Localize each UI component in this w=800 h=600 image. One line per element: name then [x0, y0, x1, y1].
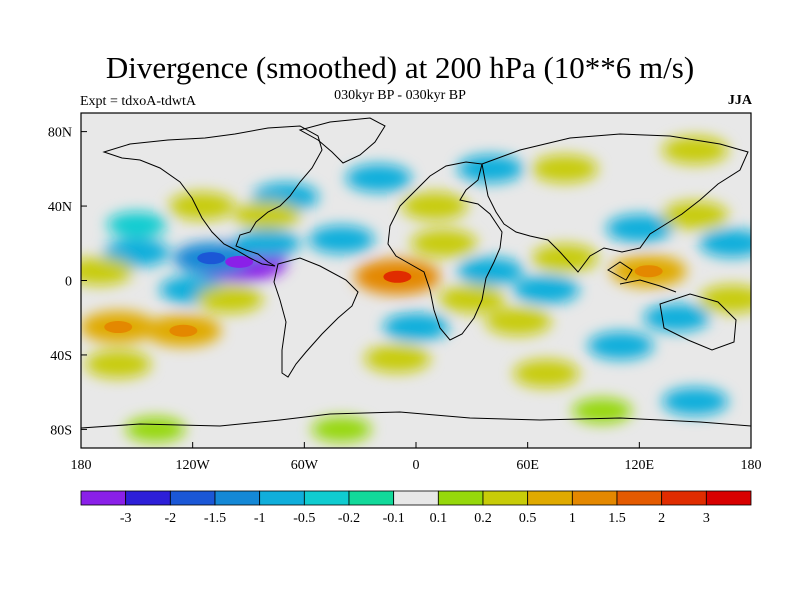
anomaly-35	[513, 359, 580, 388]
anomaly-28	[485, 307, 552, 336]
anomaly-9	[106, 211, 167, 238]
legend-swatch-12	[616, 490, 663, 506]
legend-swatch-11	[571, 490, 618, 506]
legend-swatch-8	[437, 490, 484, 506]
legend-swatch-4	[259, 490, 305, 506]
anomaly-37	[531, 154, 598, 183]
north-america-coast	[102, 125, 323, 267]
experiment-label: Expt = tdxoA-tdwtA	[80, 94, 196, 109]
anomaly-31	[662, 201, 729, 230]
legend-swatch-9	[482, 490, 529, 506]
greenland-coast	[298, 117, 386, 164]
lon-tick-label: 60E	[516, 458, 539, 473]
lon-tick-label: 0	[413, 458, 420, 473]
anomaly-core-4	[383, 270, 412, 283]
anomaly-3	[234, 229, 301, 258]
legend-swatch-7	[393, 490, 439, 506]
legend-label: -2	[164, 511, 176, 526]
legend-swatch-0	[80, 490, 127, 506]
anomaly-10	[383, 313, 449, 342]
legend-label: -3	[120, 511, 132, 526]
anomaly-22	[234, 201, 301, 230]
anomaly-7	[457, 154, 524, 183]
anomaly-14	[643, 303, 710, 332]
anomaly-33	[364, 344, 431, 373]
antarctica-coast	[81, 411, 751, 429]
legend-swatch-10	[527, 490, 573, 506]
anomaly-2	[103, 238, 170, 267]
asia-coast	[481, 133, 749, 273]
legend-label: 0.1	[430, 511, 448, 526]
legend-label: 1	[569, 511, 576, 526]
legend-label: 0.2	[474, 511, 492, 526]
anomaly-core-5	[634, 265, 663, 278]
anomaly-6	[345, 164, 412, 193]
europe-africa-coast	[387, 161, 503, 341]
color-legend: -3 -2 -1.5 -1 -0.5 -0.2 -0.1 0.1 0.2 0.5 1 1.5 2 3	[80, 490, 752, 526]
anomaly-12	[513, 275, 580, 304]
anomaly-core-2	[104, 321, 133, 334]
chart-title: Divergence (smoothed) at 200 hPa (10**6 …	[105, 50, 695, 85]
lat-tick-label: 80N	[48, 126, 72, 141]
lon-tick-label: 60W	[291, 458, 319, 473]
anomaly-20	[81, 257, 133, 286]
anomaly-4	[308, 225, 375, 254]
legend-swatch-2	[169, 490, 216, 506]
lon-tick-label: 120W	[176, 458, 211, 473]
legend-label: -0.1	[383, 511, 405, 526]
legend-label: 1.5	[608, 511, 626, 526]
australia-coast	[659, 293, 737, 351]
anomaly-16	[699, 229, 751, 258]
anomaly-17	[662, 387, 729, 416]
lat-tick-label: 80S	[50, 423, 72, 438]
legend-label: -1.5	[204, 511, 226, 526]
anomaly-32	[699, 285, 751, 314]
anomaly-38	[311, 416, 372, 443]
legend-label: 2	[658, 511, 665, 526]
season-label: JJA	[727, 93, 752, 108]
lon-tick-label: 180	[71, 458, 92, 473]
legend-swatch-6	[348, 490, 395, 506]
anomaly-15	[587, 331, 654, 360]
coastlines	[81, 117, 751, 429]
south-america-coast	[273, 257, 359, 378]
anomaly-core-0	[225, 255, 254, 268]
legend-swatch-3	[214, 490, 261, 506]
lat-tick-label: 40N	[48, 200, 72, 215]
lat-tick-label: 40S	[50, 349, 72, 364]
lon-tick-label: 180	[741, 458, 762, 473]
axis-ticks: 180 120W 60W 0 60E 120E 180 80N 40N 0 40S 80S	[48, 126, 762, 473]
anomaly-39	[125, 416, 186, 443]
chart-subtitle: 030kyr BP - 030kyr BP	[334, 88, 466, 103]
legend-label: -0.2	[338, 511, 360, 526]
legend-label: 3	[703, 511, 710, 526]
anomaly-34	[85, 350, 152, 379]
anomaly-11	[457, 257, 524, 286]
anomaly-25	[410, 229, 477, 258]
legend-swatch-13	[661, 490, 707, 506]
legend-swatch-5	[303, 490, 350, 506]
lat-tick-label: 0	[65, 275, 72, 290]
anomaly-core-1	[197, 252, 226, 265]
anomaly-27	[438, 285, 505, 314]
anomaly-40	[572, 397, 633, 424]
anomaly-21	[196, 285, 263, 314]
anomaly-26	[401, 192, 468, 221]
anomaly-13	[606, 214, 673, 243]
legend-label: -0.5	[293, 511, 315, 526]
lon-tick-label: 120E	[625, 458, 655, 473]
legend-swatch-1	[125, 490, 171, 506]
legend-swatch-14	[705, 490, 752, 506]
legend-label: 0.5	[519, 511, 537, 526]
anomaly-36	[662, 136, 729, 165]
divergence-field	[81, 136, 751, 443]
maritime-continent-coast	[607, 261, 677, 293]
anomaly-23	[168, 192, 235, 221]
legend-label: -1	[254, 511, 266, 526]
anomaly-core-3	[169, 324, 198, 337]
